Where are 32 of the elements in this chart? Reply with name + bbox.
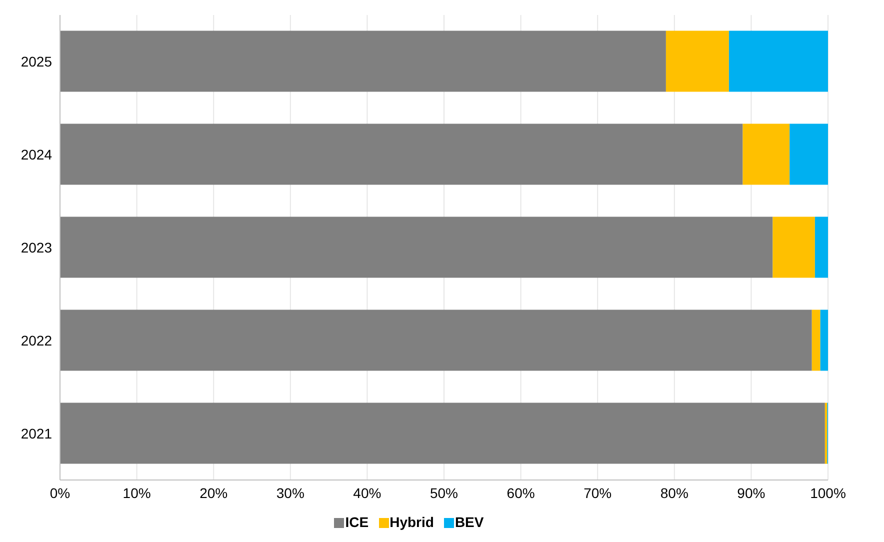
- bar: [60, 310, 812, 371]
- y-tick-label: 2022: [20, 332, 52, 348]
- bar: [666, 30, 729, 92]
- x-tick-label: 40%: [353, 484, 382, 501]
- bar: [812, 310, 820, 371]
- bar: [60, 124, 743, 185]
- x-tick-label: 80%: [660, 484, 688, 501]
- x-tick-label: 20%: [200, 484, 228, 501]
- bar: [728, 30, 828, 92]
- bar: [60, 216, 773, 278]
- bar: [772, 216, 815, 278]
- x-tick-label: 70%: [584, 484, 612, 501]
- bar: [60, 30, 666, 92]
- y-tick-label: 2025: [20, 53, 52, 70]
- x-tick-label: 60%: [506, 484, 535, 501]
- legend-label: ICE: [345, 514, 369, 530]
- bar: [814, 216, 828, 278]
- bar: [60, 402, 825, 464]
- y-tick-label: 2024: [20, 146, 52, 162]
- y-tick-label: 2021: [20, 425, 52, 442]
- bar: [742, 124, 790, 185]
- legend-label: Hybrid: [390, 514, 434, 530]
- x-tick-label: 0%: [50, 484, 70, 501]
- x-tick-label: 30%: [276, 484, 304, 501]
- x-tick-label: 10%: [122, 484, 151, 501]
- legend-label: BEV: [454, 514, 484, 530]
- x-tick-label: 50%: [430, 484, 458, 501]
- x-tick-label: 90%: [737, 484, 766, 501]
- bar: [790, 124, 828, 185]
- y-tick-label: 2023: [20, 239, 52, 256]
- x-tick-label: 100%: [810, 484, 846, 501]
- bar: [820, 310, 828, 371]
